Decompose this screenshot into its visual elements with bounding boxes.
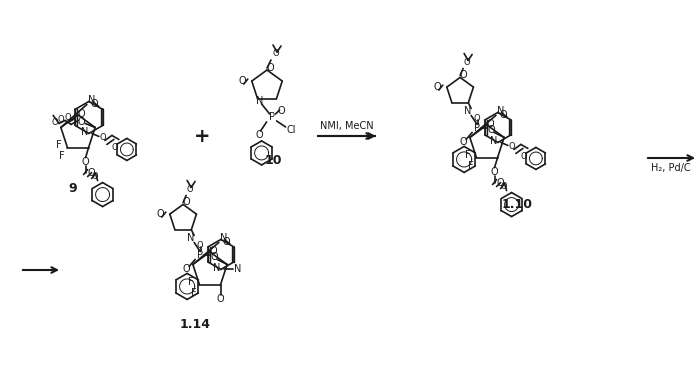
Text: O: O [491, 167, 498, 177]
Text: F: F [465, 150, 470, 160]
Text: O: O [88, 167, 95, 178]
Text: O: O [157, 209, 164, 219]
Text: F: F [55, 139, 61, 150]
Text: O: O [497, 178, 505, 187]
Text: N: N [88, 95, 96, 105]
Text: O: O [210, 253, 218, 262]
Text: O: O [217, 294, 225, 304]
Text: O: O [197, 241, 204, 250]
Text: O: O [182, 197, 190, 208]
Text: O: O [266, 63, 274, 73]
Text: O: O [487, 125, 495, 135]
Text: N: N [256, 96, 263, 106]
Text: N: N [490, 136, 498, 146]
Text: O: O [500, 182, 507, 191]
Text: O: O [273, 50, 279, 59]
Text: N: N [81, 127, 89, 138]
Text: N: N [220, 234, 228, 243]
Text: O: O [99, 133, 106, 142]
Text: O: O [239, 76, 246, 86]
Text: O: O [499, 110, 507, 120]
Text: F: F [188, 277, 193, 287]
Text: 1.14: 1.14 [179, 319, 211, 332]
Text: H₂, Pd/C: H₂, Pd/C [651, 163, 691, 173]
Text: 1.10: 1.10 [501, 198, 533, 212]
Text: O: O [182, 265, 190, 274]
Text: P: P [269, 112, 274, 122]
Text: F: F [190, 288, 196, 297]
Text: 10: 10 [265, 153, 281, 166]
Text: P: P [197, 251, 203, 260]
Text: N: N [464, 107, 472, 116]
Text: O: O [187, 185, 193, 194]
Text: O: O [486, 119, 493, 129]
Text: O: O [77, 109, 85, 119]
Text: O: O [222, 237, 230, 247]
Text: 9: 9 [69, 181, 77, 195]
Text: O: O [91, 99, 99, 110]
Text: O: O [434, 82, 442, 92]
Text: O: O [58, 115, 64, 124]
Text: P: P [474, 124, 480, 133]
Text: N: N [188, 234, 195, 243]
Text: F: F [468, 161, 473, 170]
Text: F: F [59, 150, 64, 161]
Text: +: + [194, 127, 210, 146]
Text: O: O [459, 138, 467, 147]
Text: O: O [256, 130, 263, 140]
Text: N: N [497, 107, 505, 116]
Text: O: O [509, 142, 515, 151]
Text: O: O [111, 143, 118, 152]
Text: O: O [65, 113, 71, 122]
Text: O: O [82, 156, 90, 167]
Text: O: O [464, 58, 470, 67]
Text: O: O [52, 118, 58, 127]
Text: O: O [209, 246, 217, 256]
Text: O: O [278, 106, 286, 116]
Text: O: O [474, 114, 480, 123]
Text: O: O [521, 152, 527, 161]
Text: Cl: Cl [287, 125, 296, 135]
Text: O: O [77, 118, 85, 127]
Text: NMI, MeCN: NMI, MeCN [320, 121, 374, 131]
Text: O: O [459, 70, 467, 81]
Text: N: N [234, 265, 241, 274]
Text: O: O [91, 172, 98, 181]
Text: N: N [214, 263, 220, 273]
